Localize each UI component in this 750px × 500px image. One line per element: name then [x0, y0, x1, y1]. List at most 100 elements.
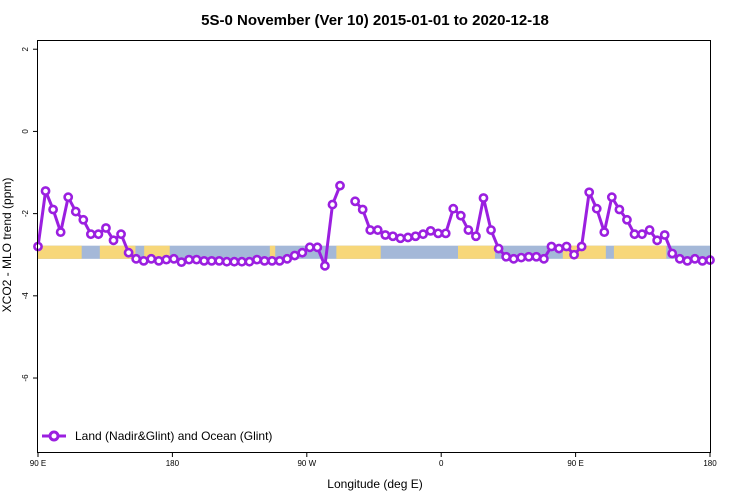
data-point — [554, 243, 564, 254]
data-point — [395, 233, 406, 244]
data-point — [312, 242, 323, 253]
data-point — [629, 229, 640, 240]
data-point — [184, 254, 194, 265]
data-point — [55, 227, 66, 238]
data-point — [652, 235, 663, 246]
data-point — [176, 257, 187, 268]
data-point — [78, 214, 89, 225]
data-point — [584, 187, 595, 198]
data-point — [569, 249, 579, 260]
data-point — [614, 204, 625, 215]
data-point — [259, 255, 270, 266]
legend-label: Land (Nadir&Glint) and Ocean (Glint) — [75, 429, 272, 443]
land-band-segment — [269, 245, 276, 259]
x-tick-label: 0 — [439, 459, 444, 468]
data-point — [199, 255, 210, 266]
y-tick-label: -4 — [21, 292, 30, 300]
data-point — [252, 254, 262, 265]
data-point — [531, 251, 542, 262]
data-point — [48, 204, 59, 215]
data-point — [108, 235, 119, 246]
data-point — [169, 253, 179, 264]
data-point — [236, 256, 247, 267]
data-point — [448, 203, 459, 214]
data-point — [387, 231, 398, 242]
data-point — [644, 225, 655, 235]
land-band-segment — [458, 245, 495, 259]
y-axis-label: XCO2 - MLO trend (ppm) — [0, 178, 14, 313]
data-point — [372, 225, 383, 235]
data-point — [357, 204, 368, 215]
data-point — [191, 254, 202, 265]
land-band-segment — [613, 245, 667, 259]
data-point — [40, 186, 51, 196]
data-point — [508, 253, 519, 264]
data-point — [463, 225, 474, 235]
data-point — [606, 192, 617, 203]
data-point — [478, 193, 489, 203]
data-point — [523, 251, 534, 262]
data-point — [138, 255, 149, 266]
data-point — [244, 256, 255, 267]
data-point — [546, 241, 557, 252]
x-tick-label: 180 — [703, 459, 717, 468]
data-point — [146, 253, 157, 264]
data-point — [161, 254, 172, 265]
data-point — [101, 223, 111, 233]
data-point — [410, 231, 421, 242]
data-point — [380, 230, 391, 240]
data-point — [576, 241, 587, 252]
data-point — [304, 242, 315, 253]
data-point — [93, 229, 104, 240]
data-point — [486, 225, 496, 235]
x-axis-label: Longitude (deg E) — [327, 477, 422, 491]
legend-marker-swatch — [48, 430, 60, 442]
chart-title: 5S-0 November (Ver 10) 2015-01-01 to 202… — [201, 12, 549, 29]
data-point — [682, 255, 693, 266]
data-point — [274, 255, 285, 266]
data-point — [674, 253, 685, 264]
data-point — [501, 251, 512, 262]
data-point — [493, 243, 504, 254]
data-point — [599, 227, 610, 238]
data-point — [153, 255, 164, 266]
data-point — [659, 230, 670, 240]
data-point — [267, 255, 277, 266]
data-point — [350, 196, 361, 207]
data-point — [289, 250, 300, 261]
data-point — [455, 210, 466, 221]
data-point — [689, 253, 700, 264]
data-point — [221, 256, 232, 267]
y-tick-label: 2 — [21, 46, 30, 51]
x-tick-label: 90 W — [297, 459, 316, 468]
data-point — [327, 199, 338, 210]
data-point — [591, 203, 602, 214]
y-tick-label: -2 — [21, 210, 30, 218]
data-point — [697, 255, 708, 266]
legend: Land (Nadir&Glint) and Ocean (Glint) — [42, 429, 272, 443]
data-point — [85, 229, 96, 240]
data-point — [282, 253, 293, 264]
y-tick-label: 0 — [21, 129, 30, 134]
data-point — [229, 256, 240, 267]
data-point — [297, 247, 308, 258]
data-point — [637, 229, 647, 240]
x-tick-label: 90 E — [30, 459, 46, 468]
data-point — [320, 260, 330, 271]
data-point — [516, 252, 527, 263]
data-point — [433, 228, 444, 239]
x-tick-label: 90 E — [567, 459, 583, 468]
data-point — [131, 253, 142, 264]
land-band-segment — [38, 245, 82, 259]
data-point — [365, 225, 376, 235]
data-point — [214, 255, 225, 266]
data-point — [335, 180, 345, 191]
data-point — [440, 228, 451, 239]
surface-type-band — [38, 245, 710, 259]
land-band-segment — [336, 245, 381, 259]
y-tick-label: -6 — [21, 374, 30, 382]
data-point — [561, 241, 572, 252]
data-point — [425, 225, 436, 236]
data-point — [116, 229, 126, 240]
